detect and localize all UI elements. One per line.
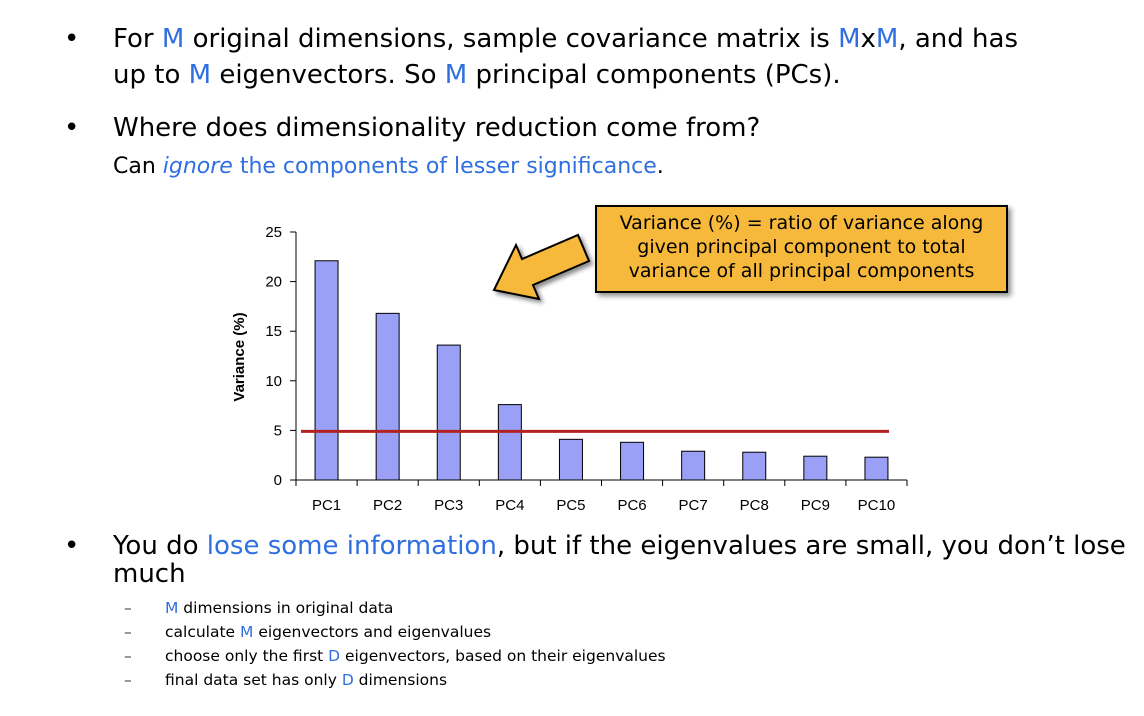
text-segment: You do [113,531,207,561]
bar-pc6 [620,441,645,481]
text-segment: Can [113,154,163,179]
callout-line-3: variance of all principal components [628,260,975,282]
sub-item-text: final data set has only D dimensions [165,668,447,692]
variable-m: M [240,623,254,641]
x-tick-label: PC4 [495,497,524,514]
bullet-dot: • [64,113,80,143]
text-segment: dimensions [353,671,448,689]
text-segment: For [113,24,162,54]
text-segment: eigenvectors, based on their eigenvalues [340,647,666,665]
bullet-1-line-1: For M original dimensions, sample covari… [113,21,1133,57]
bullet-dot: • [64,24,80,54]
highlight-text: lose some information [206,531,497,561]
bar-pc10 [864,456,889,481]
dash: – [124,623,132,641]
text-segment: up to [113,60,189,90]
x-tick-label: PC9 [801,497,830,514]
variable-m: M [838,24,861,54]
bullet-dot: • [64,531,80,561]
bar-pc1 [314,260,339,481]
sub-item-text: calculate M eigenvectors and eigenvalues [165,620,491,644]
dash: – [124,671,132,689]
chart-bars [314,260,889,481]
y-tick-label: 20 [265,274,282,291]
x-tick-label: PC7 [679,497,708,514]
text-segment: dimensions in original data [178,599,394,617]
y-tick-label: 0 [274,472,282,489]
bullet-1-line-2: up to M eigenvectors. So M principal com… [113,57,1133,93]
text-segment: choose only the first [165,647,329,665]
bar-pc8 [742,451,767,481]
x-tick-label: PC5 [556,497,585,514]
x-tick-label: PC2 [373,497,402,514]
bar-pc7 [681,450,706,481]
text-segment: eigenvectors. So [211,60,445,90]
dash: – [124,599,132,617]
variable-d: D [341,671,354,689]
x-tick-label: PC3 [434,497,463,514]
emphasis-ignore: ignore [162,154,233,179]
y-tick-label: 25 [265,224,282,241]
bar-pc2 [375,312,400,481]
x-tick-label: PC10 [858,497,896,514]
variable-m: M [161,24,185,54]
x-tick-label: PC6 [617,497,646,514]
chart-labels: 0 5 10 15 20 25 PC1 PC2 PC3 PC4 PC5 PC6 PC7 PC8 PC9 PC1… [265,224,895,514]
dash: – [124,647,132,665]
bullet-3-line-1: You do lose some information, but if the… [113,532,1133,560]
text-segment: principal components (PCs). [467,60,841,90]
variable-m: M [875,24,899,54]
text-segment: original dimensions, sample covariance m… [184,24,839,54]
text-segment: . [656,154,664,179]
sub-item-text: M dimensions in original data [165,596,393,620]
text-segment: , but if the eigenvalues are small, you … [496,531,1126,561]
bar-pc4 [497,404,522,481]
bullet-3-text: You do lose some information, but if the… [113,532,1133,588]
x-tick-label: PC1 [312,497,341,514]
variance-callout: Variance (%) = ratio of variance along g… [595,205,1008,293]
text-segment: eigenvectors and eigenvalues [253,623,492,641]
x-tick-label: PC8 [740,497,769,514]
y-tick-label: 10 [265,373,282,390]
bullet-2-subline: Can ignore the components of lesser sign… [113,152,664,182]
callout-arrow-icon [492,233,591,301]
variable-d: D [328,647,341,665]
text-segment: , and has [898,24,1018,54]
variable-m: M [444,60,468,90]
variable-m: M [165,599,179,617]
y-axis-label: Variance (%) [231,312,248,401]
variable-m: M [188,60,212,90]
y-tick-label: 5 [274,422,282,439]
text-segment: calculate [165,623,241,641]
bullet-2-text: Where does dimensionality reduction come… [113,113,761,143]
sub-item-text: choose only the first D eigenvectors, ba… [165,644,666,668]
bar-pc3 [436,344,461,481]
text-segment: x [860,24,876,54]
text-segment: final data set has only [165,671,342,689]
callout-line-2: given principal component to total [637,236,966,258]
callout-line-1: Variance (%) = ratio of variance along [619,212,984,234]
bullet-1-text: For M original dimensions, sample covari… [113,21,1133,93]
bar-pc5 [558,438,583,481]
bar-pc9 [803,455,828,481]
y-tick-label: 15 [265,323,282,340]
highlight-text: the components of lesser significance [232,154,657,179]
bullet-3-line-2: much [113,559,186,589]
